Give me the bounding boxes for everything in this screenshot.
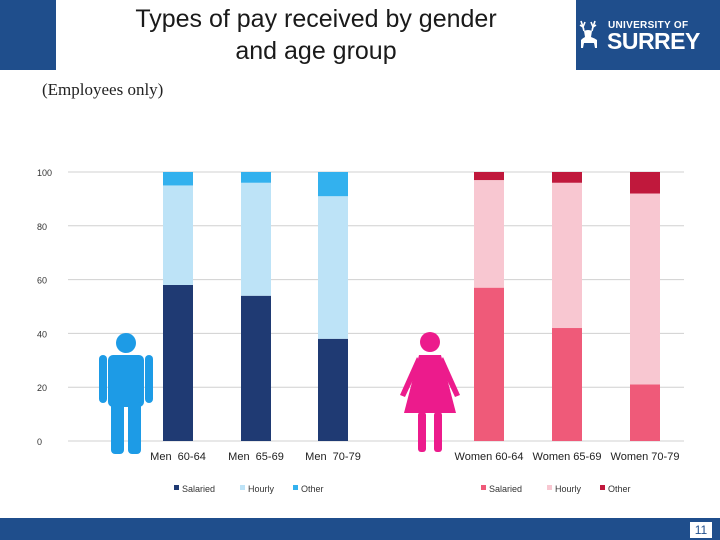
subtitle: (Employees only) [42, 80, 164, 99]
legend-swatch-men [174, 485, 179, 490]
y-tick-label: 20 [37, 383, 47, 393]
legend-swatch-women [481, 485, 486, 490]
bar-segment-women-other [474, 172, 504, 181]
y-tick-label: 0 [37, 437, 42, 447]
bar-segment-men-salaried [318, 338, 348, 441]
legend-label-women: Hourly [555, 484, 582, 494]
university-logo: UNIVERSITY OF SURREY [572, 14, 702, 58]
title-line-1: Types of pay received by gender [135, 5, 497, 33]
y-tick-label: 40 [37, 329, 47, 339]
legend-label-women: Salaried [489, 484, 522, 494]
bar-segment-men-other [241, 172, 271, 183]
legend-label-women: Other [608, 484, 631, 494]
bar-segment-women-salaried [552, 328, 582, 441]
bar-segment-men-salaried [241, 295, 271, 441]
bar-segment-men-hourly [163, 185, 193, 285]
x-category-label: Men 70-79 [305, 451, 361, 463]
logo-university-of: UNIVERSITY OF [608, 20, 689, 31]
y-tick-label: 80 [37, 222, 47, 232]
bar-segment-women-salaried [630, 384, 660, 441]
logo-surrey: SURREY [607, 28, 700, 54]
bar-segment-women-hourly [630, 193, 660, 385]
stacked-bar-chart: 0 20 40 60 80 100 Men 60-64 Men 65-69 Men 70-79 W… [37, 168, 684, 494]
bar-segment-women-hourly [552, 182, 582, 329]
woman-figure-icon [400, 332, 460, 452]
footer-bar: 11 [0, 518, 720, 540]
legend-swatch-women [547, 485, 552, 490]
x-category-label: Women 70-79 [611, 451, 680, 463]
stag-icon [579, 20, 597, 48]
page-number: 11 [690, 522, 712, 538]
bar-segment-women-other [630, 172, 660, 194]
bar-segment-men-hourly [318, 196, 348, 339]
header-bar: Types of pay received by gender and age … [0, 0, 720, 70]
bar-segment-women-other [552, 172, 582, 183]
title-line-2: and age group [235, 37, 397, 65]
x-category-label: Women 65-69 [533, 451, 602, 463]
bar-segment-men-salaried [163, 284, 193, 441]
slide-title: Types of pay received by gender and age … [56, 0, 576, 70]
y-tick-label: 60 [37, 276, 47, 286]
man-figure-icon [99, 333, 153, 454]
legend-swatch-men [293, 485, 298, 490]
y-tick-label: 100 [37, 168, 52, 178]
legend-label-men: Salaried [182, 484, 215, 494]
x-category-label: Men 60-64 [150, 451, 206, 463]
legend-label-men: Other [301, 484, 324, 494]
legend-label-men: Hourly [248, 484, 275, 494]
x-category-label: Men 65-69 [228, 451, 284, 463]
bar-segment-men-other [318, 172, 348, 197]
bar-segment-women-salaried [474, 287, 504, 441]
bar-segment-women-hourly [474, 180, 504, 288]
bar-segment-men-hourly [241, 182, 271, 296]
legend-swatch-women [600, 485, 605, 490]
legend-swatch-men [240, 485, 245, 490]
bar-segment-men-other [163, 172, 193, 186]
x-category-label: Women 60-64 [455, 451, 524, 463]
